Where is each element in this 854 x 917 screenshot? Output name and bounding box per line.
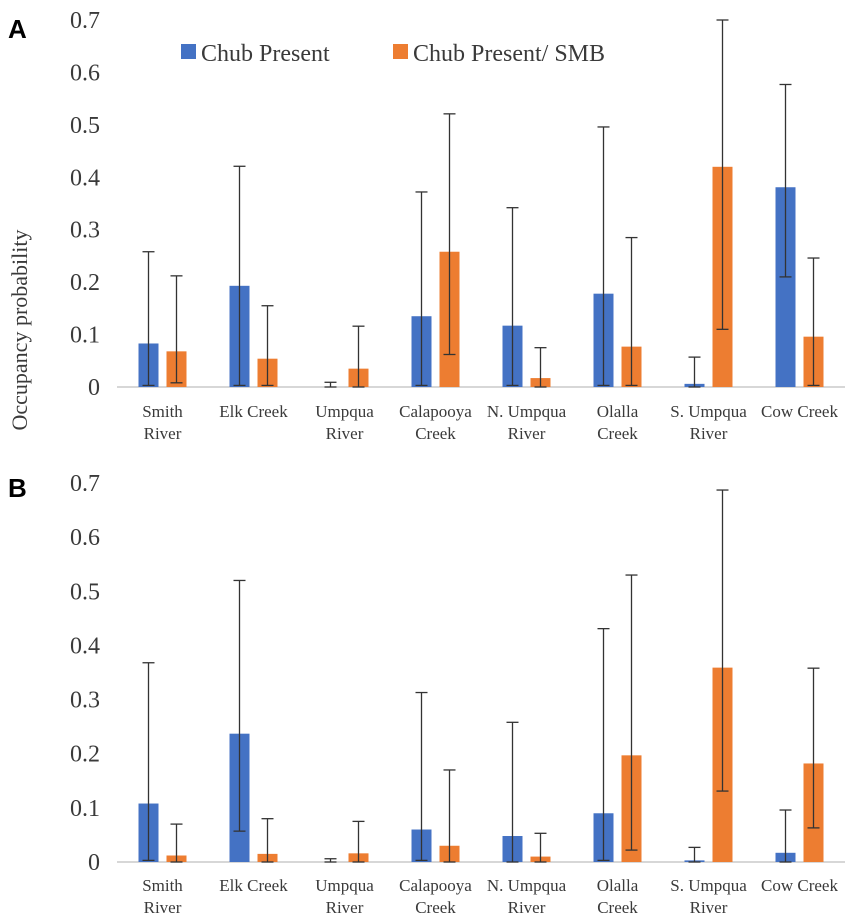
panel-a-error-bar-smith-river-chub-present [142,251,155,387]
legend: Chub Present Chub Present/ SMB [181,41,605,67]
panel-a-y-tick-label: 0.4 [70,165,100,191]
panel-b-error-bar-n-umpqua-river-chub-present [506,721,519,863]
panel-a-error-bar-elk-creek-chub-present [233,165,246,387]
panel-b-y-tick-label: 0.1 [70,796,100,822]
legend-label-chub-present: Chub Present [201,41,330,67]
panel-a-y-tick-label: 0.2 [70,270,100,296]
panel-b-category-label-smith-river: Smith River [142,876,183,917]
legend-label-chub-present-smb: Chub Present/ SMB [413,41,605,67]
panel-b-category-label-n-umpqua-river: N. Umpqua River [487,876,567,917]
panel-a-y-tick-label: 0.1 [70,323,100,349]
panel-b-error-bar-olalla-creek-chub-present-smb [625,574,638,851]
panel-b-error-bar-umpqua-river-chub-present [324,858,337,863]
panel-a-error-bar-umpqua-river-chub-present-smb [352,325,365,388]
panel-a-error-bar-umpqua-river-chub-present [324,381,337,388]
panel-b-y-tick-label: 0.7 [70,471,100,497]
panel-b-error-bar-olalla-creek-chub-present [597,627,610,862]
legend-swatch-chub-present [181,44,196,59]
panel-b-error-bar-smith-river-chub-present [142,662,155,862]
panel-b-category-label-umpqua-river: Umpqua River [315,876,374,917]
panel-b-error-bar-calapooya-creek-chub-present [415,691,428,862]
panel-a-error-bar-olalla-creek-chub-present-smb [625,236,638,387]
panel-a-category-label-elk-creek: Elk Creek [219,402,288,421]
panel-a-category-label-olalla-creek: Olalla Creek [597,402,639,443]
legend-swatch-chub-present-smb [393,44,408,59]
panel-b-error-bar-elk-creek-chub-present [233,579,246,832]
panel-a-label: A [8,14,27,44]
panel-a-error-bar-elk-creek-chub-present-smb [261,305,274,387]
panel-b-error-bar-cow-creek-chub-present [779,809,792,863]
panel-b-y-tick-label: 0.2 [70,742,100,768]
panel-b-y-tick-label: 0.6 [70,525,100,551]
panel-a-y-tick-label: 0 [88,375,100,401]
panel-a-error-bar-s-umpqua-river-chub-present [688,356,701,388]
panel-a-error-bar-cow-creek-chub-present-smb [807,257,820,387]
panel-a-y-tick-label: 0.7 [70,8,100,34]
panel-a-category-label-umpqua-river: Umpqua River [315,402,374,443]
panel-a-y-tick-label: 0.5 [70,113,100,139]
panel-a-bar-cow-creek-chub-present [775,187,796,387]
panel-b-label: B [8,473,27,503]
chart-panel-a: 0 0.1 0.2 0.3 0.4 0.5 0.6 0.7 Smith River Elk Cree… [70,8,845,443]
panel-a-category-label-cow-creek: Cow Creek [761,402,838,421]
panel-a-y-tick-label: 0.6 [70,60,100,86]
panel-a-error-bar-n-umpqua-river-chub-present [506,207,519,387]
panel-b-error-bar-cow-creek-chub-present-smb [807,667,820,829]
panel-a-category-label-smith-river: Smith River [142,402,183,443]
panel-a-error-bar-s-umpqua-river-chub-present-smb [716,19,729,330]
panel-a-error-bar-olalla-creek-chub-present [597,126,610,387]
panel-b-error-bar-s-umpqua-river-chub-present-smb [716,489,729,792]
panel-b-category-label-s-umpqua-river: S. Umpqua River [670,876,747,917]
panel-a-error-bar-cow-creek-chub-present [779,83,792,278]
panel-a-category-label-n-umpqua-river: N. Umpqua River [487,402,567,443]
panel-b-error-bar-elk-creek-chub-present-smb [261,818,274,863]
panel-a-y-tick-label: 0.3 [70,218,100,244]
panel-b-category-label-elk-creek: Elk Creek [219,876,288,895]
panel-b-y-tick-label: 0 [88,850,100,876]
panel-b-y-tick-label: 0.3 [70,688,100,714]
panel-a-error-bar-calapooya-creek-chub-present [415,191,428,387]
panel-b-y-tick-label: 0.4 [70,633,100,659]
panel-b-y-tick-label: 0.5 [70,579,100,605]
panel-b-error-bar-smith-river-chub-present-smb [170,823,183,863]
panel-b-error-bar-n-umpqua-river-chub-present-smb [534,832,547,863]
panel-b-error-bar-s-umpqua-river-chub-present [688,846,701,863]
panel-b-category-label-calapooya-creek: Calapooya Creek [399,876,472,917]
panel-a-category-label-s-umpqua-river: S. Umpqua River [670,402,747,443]
panel-b-category-label-olalla-creek: Olalla Creek [597,876,639,917]
panel-b-error-bar-umpqua-river-chub-present-smb [352,820,365,863]
panel-a-error-bar-n-umpqua-river-chub-present-smb [534,347,547,388]
panel-a-category-label-calapooya-creek: Calapooya Creek [399,402,472,443]
y-axis-label: Occupancy probability [7,230,32,431]
panel-a-error-bar-smith-river-chub-present-smb [170,275,183,384]
panel-a-error-bar-calapooya-creek-chub-present-smb [443,113,456,356]
panel-b-error-bar-calapooya-creek-chub-present-smb [443,769,456,863]
panel-b-category-label-cow-creek: Cow Creek [761,876,838,895]
chart-panel-b: 0 0.1 0.2 0.3 0.4 0.5 0.6 0.7 Smith River Elk Cree… [70,471,845,917]
